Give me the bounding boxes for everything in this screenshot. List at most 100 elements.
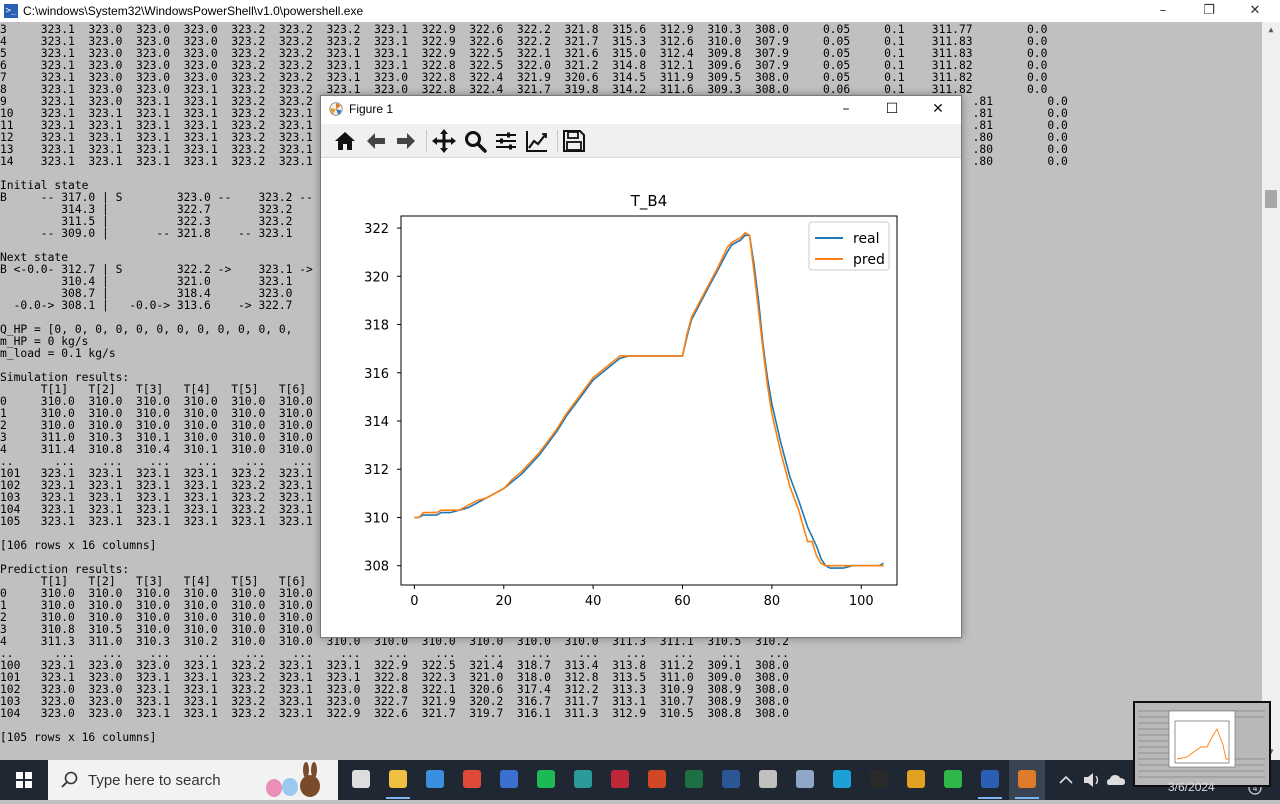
configure-subplots-button[interactable] [493, 128, 519, 154]
file-explorer-icon [386, 770, 410, 799]
chart-title: T_B4 [630, 192, 668, 211]
pan-button[interactable] [431, 128, 457, 154]
onedrive-tray-button[interactable] [1104, 760, 1128, 800]
taskbar-paint-button[interactable] [750, 760, 786, 800]
app-green-icon [944, 770, 962, 788]
y-tick-label: 308 [364, 560, 389, 575]
volume-icon [1084, 773, 1099, 787]
figure-window[interactable]: Figure 1 – ☐ ✕ T_B4 [320, 95, 962, 638]
word-icon [722, 770, 740, 788]
taskbar-edge-button[interactable] [824, 760, 860, 800]
scroll-up-icon[interactable]: ▲ [1268, 25, 1274, 34]
x-tick-label: 100 [849, 594, 874, 609]
taskbar-task-view-button[interactable] [343, 760, 379, 800]
save-button[interactable] [561, 128, 587, 154]
figure-close-button[interactable]: ✕ [932, 101, 944, 117]
y-tick-label: 316 [364, 367, 389, 382]
taskbar-file-explorer-button[interactable] [380, 760, 416, 800]
taskbar-word-button[interactable] [713, 760, 749, 800]
start-button[interactable] [6, 760, 42, 800]
edit-axis-icon [526, 131, 547, 152]
task-view-icon [352, 770, 370, 788]
configure-subplots-icon [496, 132, 516, 150]
figure-maximize-button[interactable]: ☐ [885, 101, 899, 117]
powershell-icon: >_ [4, 4, 18, 18]
console-output[interactable]: 3 323.1 323.0 323.0 323.0 323.2 323.2 32… [0, 24, 1262, 760]
windows-start-icon [16, 772, 32, 788]
taskbar-date: 3/6/2024 [1168, 780, 1215, 794]
series-line-pred [414, 231, 884, 567]
show-hidden-icons-button[interactable] [1054, 760, 1078, 800]
legend-label-real: real [853, 231, 880, 247]
taskbar-app-button[interactable] [565, 760, 601, 800]
taskbar-onedrive-button[interactable] [417, 760, 453, 800]
scroll-thumb[interactable] [1265, 190, 1277, 208]
volume-button[interactable] [1080, 760, 1104, 800]
onedrive-icon [426, 770, 444, 788]
chrome-icon [463, 770, 481, 788]
window-title: C:\windows\System32\WindowsPowerShell\v1… [23, 4, 364, 18]
taskbar-thumbnail-preview[interactable] [1133, 701, 1271, 787]
search-placeholder: Type here to search [88, 772, 221, 789]
minimize-button[interactable]: – [1159, 3, 1167, 18]
series-lines [414, 231, 884, 569]
search-icon [61, 771, 78, 788]
line-chart: T_B4 0 20 40 60 80 100 308 310 312 314 316 318 320 32… [364, 192, 898, 609]
paint-icon [759, 770, 777, 788]
console-text: 3 323.1 323.0 323.0 323.0 323.2 323.2 32… [0, 24, 1068, 744]
taskbar-powerpoint-button[interactable] [639, 760, 675, 800]
legend: real pred [808, 221, 890, 271]
forward-button[interactable] [393, 128, 419, 154]
app-icon [574, 770, 592, 788]
store-icon [500, 770, 518, 788]
powershell-icon [978, 770, 1002, 799]
save-icon [563, 130, 585, 152]
taskbar-spotify-button[interactable] [528, 760, 564, 800]
taskbar-python-figure-button[interactable] [1009, 760, 1045, 800]
taskbar-settings-button[interactable] [898, 760, 934, 800]
taskbar-search[interactable]: Type here to search [48, 760, 338, 800]
edge-icon [833, 770, 851, 788]
chevron-up-icon [1059, 775, 1073, 784]
powershell-titlebar[interactable]: >_ C:\windows\System32\WindowsPowerShell… [0, 0, 1280, 22]
taskbar-app-2-button[interactable] [787, 760, 823, 800]
y-tick-label: 322 [364, 222, 389, 237]
x-tick-label: 80 [764, 594, 781, 609]
axis-ticks: 0 20 40 60 80 100 308 310 312 314 316 318 320 322 [364, 222, 873, 609]
close-button[interactable]: ✕ [1249, 3, 1261, 18]
taskbar-terminal-button[interactable] [861, 760, 897, 800]
forward-icon [397, 133, 415, 149]
home-icon [335, 132, 355, 150]
y-tick-label: 314 [364, 415, 389, 430]
taskbar-app-green-button[interactable] [935, 760, 971, 800]
figure-titlebar[interactable]: Figure 1 – ☐ ✕ [321, 96, 961, 124]
spotify-icon [537, 770, 555, 788]
taskbar-powershell-button[interactable] [972, 760, 1008, 800]
restore-button[interactable]: ❐ [1203, 3, 1215, 18]
easter-bunny-icon [266, 762, 320, 797]
x-tick-label: 60 [674, 594, 691, 609]
x-tick-label: 40 [585, 594, 602, 609]
home-button[interactable] [332, 128, 358, 154]
plot-area [400, 215, 898, 586]
thumbnail-image [1135, 703, 1269, 785]
svg-text:4: 4 [1252, 784, 1257, 793]
zoom-button[interactable] [462, 128, 488, 154]
taskbar-chrome-button[interactable] [454, 760, 490, 800]
taskbar-store-button[interactable] [491, 760, 527, 800]
taskbar-mendeley-button[interactable] [602, 760, 638, 800]
vertical-scrollbar[interactable]: ▲ ▼ [1262, 22, 1280, 760]
taskbar: Type here to search 4 [0, 760, 1280, 800]
zoom-icon [465, 131, 487, 153]
figure-minimize-button[interactable]: – [842, 101, 850, 117]
edit-axis-button[interactable] [524, 128, 550, 154]
app-icon-2 [796, 770, 814, 788]
toolbar-separator [557, 130, 558, 152]
python-figure-icon [1009, 760, 1045, 800]
back-icon [367, 133, 385, 149]
y-tick-label: 318 [364, 319, 389, 334]
taskbar-excel-button[interactable] [676, 760, 712, 800]
plot-canvas[interactable]: T_B4 0 20 40 60 80 100 308 310 312 314 316 318 320 32… [321, 158, 961, 637]
y-tick-label: 310 [364, 511, 389, 526]
back-button[interactable] [363, 128, 389, 154]
